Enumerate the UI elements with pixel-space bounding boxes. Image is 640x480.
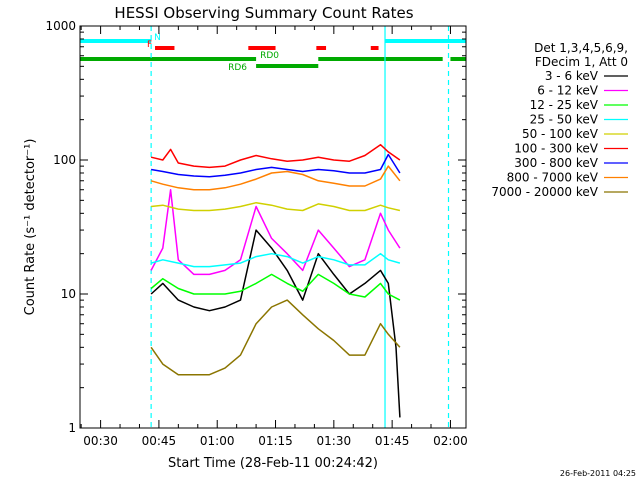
x-tick-label: 00:30 xyxy=(83,434,118,448)
legend-label: 3 - 6 keV xyxy=(545,69,599,83)
legend-label: 7000 - 20000 keV xyxy=(491,185,598,199)
series-line-6 xyxy=(150,153,401,178)
x-tick-label: 00:45 xyxy=(142,434,177,448)
series-line-8 xyxy=(150,299,401,376)
chart-title: HESSI Observing Summary Count Rates xyxy=(114,4,413,22)
x-tick-label: 01:30 xyxy=(317,434,352,448)
legend: Det 1,3,4,5,6,9, FDecim 1, Att 0 3 - 6 k… xyxy=(491,41,628,199)
plot-frame xyxy=(79,25,467,429)
legend-label: 25 - 50 keV xyxy=(530,113,599,127)
legend-label: 12 - 25 keV xyxy=(530,98,599,112)
flag-label-n: N xyxy=(154,33,161,43)
y-axis-ticks: 1 10 100 1000 xyxy=(45,19,466,435)
y-tick-label: 1 xyxy=(68,421,76,435)
legend-label: 300 - 800 keV xyxy=(514,156,598,170)
legend-label: 800 - 7000 keV xyxy=(507,171,599,185)
series-lines xyxy=(150,143,401,418)
series-line-4 xyxy=(151,201,401,212)
series-line-3 xyxy=(150,252,401,268)
legend-header-line-2: FDecim 1, Att 0 xyxy=(535,55,628,69)
series-line-1 xyxy=(150,188,401,276)
flag-label-rd6: RD6 xyxy=(228,63,247,73)
y-tick-label: 10 xyxy=(61,287,76,301)
flag-label-rd0: RD0 xyxy=(260,51,279,61)
legend-label: 50 - 100 keV xyxy=(522,127,599,141)
y-tick-label: 100 xyxy=(53,153,76,167)
series-line-7 xyxy=(150,165,401,191)
x-axis-label: Start Time (28-Feb-11 00:24:42) xyxy=(168,456,378,471)
series-line-5 xyxy=(150,143,401,169)
y-tick-label: 1000 xyxy=(45,19,76,33)
legend-label: 6 - 12 keV xyxy=(537,84,599,98)
x-tick-label: 01:15 xyxy=(258,434,293,448)
series-line-0 xyxy=(150,229,401,418)
footer-timestamp: 26-Feb-2011 04:25 xyxy=(560,469,636,478)
time-markers xyxy=(150,26,450,428)
legend-label: 100 - 300 keV xyxy=(514,142,598,156)
legend-header-line-1: Det 1,3,4,5,6,9, xyxy=(534,41,628,55)
flag-bars: NF RD0 RD6 xyxy=(80,33,466,73)
x-tick-label: 02:00 xyxy=(433,434,468,448)
flag-label-f: F xyxy=(147,40,152,50)
y-axis-label: Count Rate (s⁻¹ detector⁻¹) xyxy=(23,139,38,316)
x-tick-label: 01:45 xyxy=(375,434,410,448)
series-line-2 xyxy=(150,273,401,301)
x-tick-label: 01:00 xyxy=(200,434,235,448)
x-axis-ticks: 00:30 00:45 01:00 01:15 01:30 01:45 02:00 xyxy=(80,26,468,448)
